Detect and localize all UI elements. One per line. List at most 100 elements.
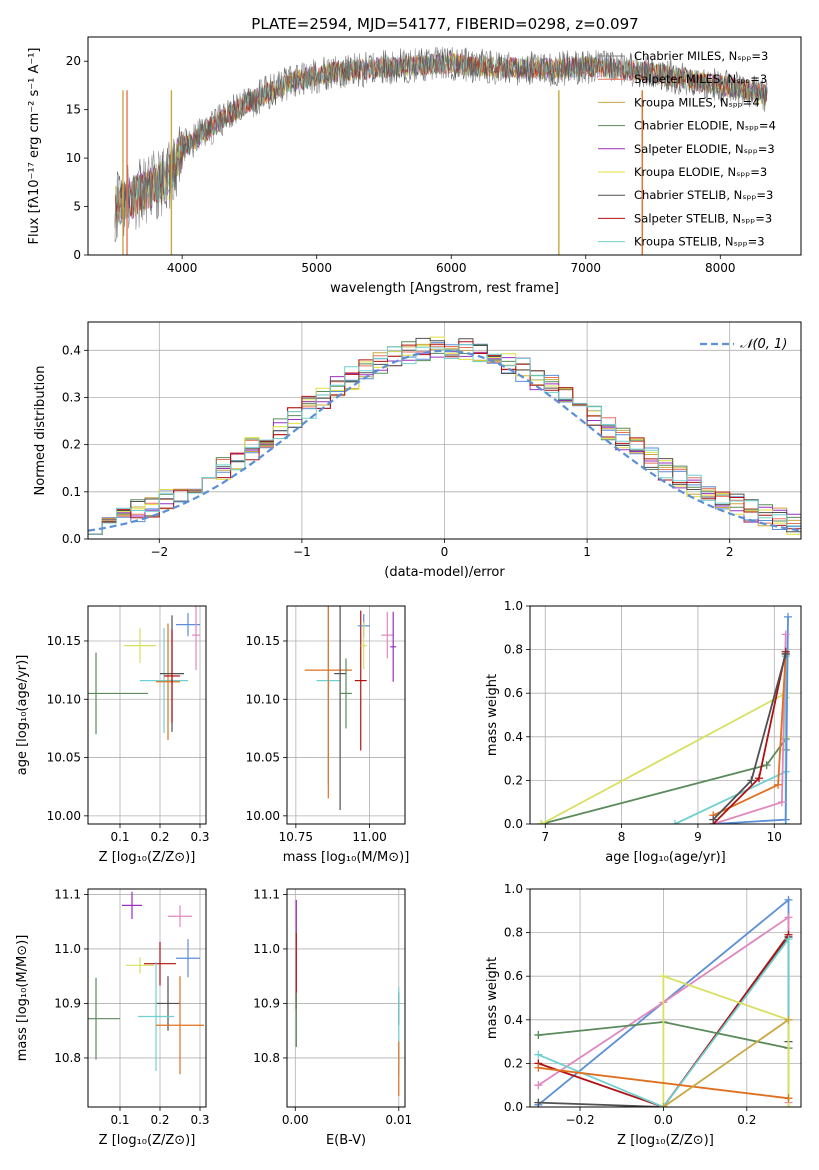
massweight-vs-Z-ytick-label: 0.2 <box>504 1056 523 1070</box>
massweight-vs-Z-xlabel: Z [log₁₀(Z/Z⊙)] <box>617 1133 714 1148</box>
age-vs-mass-frame <box>286 605 406 825</box>
massweight-vs-Z-series-4-marker <box>784 935 793 944</box>
mass-vs-EBV-ytick-label: 10.9 <box>253 996 280 1010</box>
spectrum-series-0 <box>114 46 768 242</box>
age-vs-Z-ytick-label: 10.10 <box>47 692 81 706</box>
mass-vs-EBV-ytick-label: 11.1 <box>253 887 280 901</box>
mass-vs-EBV-ytick-label: 11.0 <box>253 942 280 956</box>
legend-label-8: Kroupa STELIB, Nₛₚₚ=3 <box>634 235 765 249</box>
mass-vs-EBV-xtick-label: 0.01 <box>385 1113 412 1127</box>
mass-vs-EBV-xlabel: E(B-V) <box>326 1133 366 1148</box>
massweight-vs-age-series-3-marker <box>781 815 790 824</box>
massweight-vs-Z-series-0-marker <box>784 895 793 904</box>
massweight-vs-Z-frame <box>529 888 802 1108</box>
massweight-vs-age-ytick-label: 0.8 <box>504 643 523 657</box>
spectrum-xtick-label: 6000 <box>436 261 467 275</box>
residuals-ytick-label: 0.1 <box>62 485 81 499</box>
massweight-vs-Z-ytick-label: 1.0 <box>504 882 523 896</box>
massweight-vs-Z-series-8-marker <box>784 1015 793 1024</box>
residuals-xlabel: (data-model)/error <box>384 565 505 580</box>
mass-vs-EBV-frame <box>286 888 406 1108</box>
age-vs-Z-ytick-label: 10.05 <box>47 751 81 765</box>
massweight-vs-age-series-3-marker <box>784 612 793 621</box>
mass-vs-Z-plot-area <box>88 891 204 1075</box>
spectrum-series-6 <box>114 47 768 242</box>
panel-massweight-vs-age: 7 8 9 10 0.0 0.2 0.4 0.6 0.8 1.0 age [log₁₀(age/yr… <box>485 599 802 865</box>
massweight-vs-Z-series-6 <box>662 974 790 1107</box>
legend-label-0: Chabrier MILES, Nₛₚₚ=3 <box>634 49 768 63</box>
spectrum-xlabel: wavelength [Angstrom, rest frame] <box>330 281 559 296</box>
legend-label-5: Kroupa ELODIE, Nₛₚₚ=3 <box>634 165 767 179</box>
residuals-ylabel: Normed distribution <box>33 366 48 496</box>
spectrum-frame <box>87 36 802 256</box>
massweight-vs-age-series-0-marker <box>762 761 771 770</box>
panel-mass-vs-Z: 0.1 0.2 0.3 10.8 10.9 11.0 11.1 Z [log₁₀(Z/Z⊙)]… <box>15 887 210 1148</box>
age-vs-mass-ytick-label: 10.00 <box>246 809 280 823</box>
massweight-vs-age-ytick-label: 0.0 <box>504 817 523 831</box>
massweight-vs-age-series-5-marker <box>774 780 783 789</box>
legend-label-1: Salpeter MILES, Nₛₚₚ=3 <box>634 72 767 86</box>
massweight-vs-Z-ytick-label: 0.0 <box>504 1100 523 1114</box>
residuals-xtick-label: −1 <box>293 545 311 559</box>
mass-vs-Z-xtick-label: 0.3 <box>190 1113 209 1127</box>
massweight-vs-age-series-2-marker <box>671 820 680 824</box>
massweight-vs-age-frame <box>529 605 802 825</box>
mass-vs-Z-frame <box>87 888 207 1108</box>
massweight-vs-age-series-4-marker <box>781 630 790 639</box>
spectrum-plot-area <box>114 46 768 255</box>
age-vs-mass-xtick-label: 11.00 <box>352 830 386 844</box>
panel-spectrum: 4000 5000 6000 7000 8000 0 5 10 15 20 wavelength [… <box>27 36 802 296</box>
massweight-vs-Z-xtick-label: 0.2 <box>737 1113 756 1127</box>
residuals-ytick-label: 0.4 <box>62 343 81 357</box>
massweight-vs-Z-plot-area <box>534 895 793 1107</box>
panel-age-vs-Z: 0.1 0.2 0.3 10.00 10.05 10.10 10.15 Z [log₁₀(Z/… <box>15 605 210 865</box>
age-vs-mass-xtick-label: 10.75 <box>279 830 313 844</box>
mass-vs-Z-ylabel: mass [log₁₀(M/M⊙)] <box>15 935 30 1062</box>
massweight-vs-Z-series-5-marker <box>534 1031 543 1040</box>
spectrum-ytick-label: 0 <box>73 248 81 262</box>
massweight-vs-age-series-7-marker <box>709 815 718 824</box>
legend-label-6: Chabrier STELIB, Nₛₚₚ=3 <box>634 188 773 202</box>
age-vs-Z-ylabel: age [log₁₀(age/yr)] <box>15 655 30 776</box>
massweight-vs-Z-series-6-marker <box>784 1103 793 1107</box>
massweight-vs-age-ytick-label: 0.6 <box>504 686 523 700</box>
residuals-ytick-label: 0.3 <box>62 390 81 404</box>
massweight-vs-age-ylabel: mass weight <box>485 674 500 756</box>
legend-label-3: Chabrier ELODIE, Nₛₚₚ=4 <box>634 119 776 133</box>
age-vs-Z-xtick-label: 0.3 <box>190 830 209 844</box>
normal-reference-curve <box>88 349 801 532</box>
massweight-vs-age-series-6-marker <box>755 774 764 783</box>
massweight-vs-Z-ytick-label: 0.4 <box>504 1013 523 1027</box>
massweight-vs-Z-ylabel: mass weight <box>485 957 500 1039</box>
mass-vs-Z-ytick-label: 11.1 <box>54 887 81 901</box>
massweight-vs-Z-series-2-marker <box>534 1098 543 1107</box>
massweight-vs-age-ytick-label: 1.0 <box>504 599 523 613</box>
spectrum-ytick-label: 20 <box>66 54 81 68</box>
mass-vs-Z-ytick-label: 11.0 <box>54 942 81 956</box>
massweight-vs-age-ytick-label: 0.4 <box>504 730 523 744</box>
spectrum-xtick-label: 7000 <box>570 261 601 275</box>
spectrum-ytick-label: 5 <box>73 200 81 214</box>
massweight-vs-age-series-2 <box>674 656 787 824</box>
massweight-vs-Z-series-7-marker <box>534 1063 543 1072</box>
massweight-vs-Z-series-6-marker <box>659 972 668 981</box>
massweight-vs-age-xtick-label: 10 <box>767 830 782 844</box>
massweight-vs-age-xtick-label: 9 <box>694 830 702 844</box>
mass-vs-Z-xtick-label: 0.1 <box>110 1113 129 1127</box>
massweight-vs-age-ytick-label: 0.2 <box>504 773 523 787</box>
age-vs-Z-xlabel: Z [log₁₀(Z/Z⊙)] <box>99 850 196 865</box>
age-vs-Z-ytick-label: 10.15 <box>47 634 81 648</box>
age-vs-Z-xtick-label: 0.2 <box>150 830 169 844</box>
panel-residuals: −2 −1 0 1 2 0.0 0.1 0.2 0.3 0.4 (data-model)/error… <box>33 321 802 580</box>
residuals-xtick-label: 2 <box>726 545 734 559</box>
massweight-vs-Z-series-3 <box>538 934 790 1107</box>
massweight-vs-Z-series-8 <box>662 1019 790 1107</box>
mass-vs-Z-xtick-label: 0.2 <box>150 1113 169 1127</box>
massweight-vs-Z-ytick-label: 0.6 <box>504 969 523 983</box>
panel-mass-vs-EBV: 0.00 0.01 10.8 10.9 11.0 11.1 E(B-V) <box>253 887 412 1148</box>
figure-title: PLATE=2594, MJD=54177, FIBERID=0298, z=0… <box>251 15 638 33</box>
massweight-vs-age-series-4-marker <box>777 798 786 807</box>
age-vs-mass-ytick-label: 10.05 <box>246 751 280 765</box>
massweight-vs-age-xlabel: age [log₁₀(age/yr)] <box>605 850 726 865</box>
